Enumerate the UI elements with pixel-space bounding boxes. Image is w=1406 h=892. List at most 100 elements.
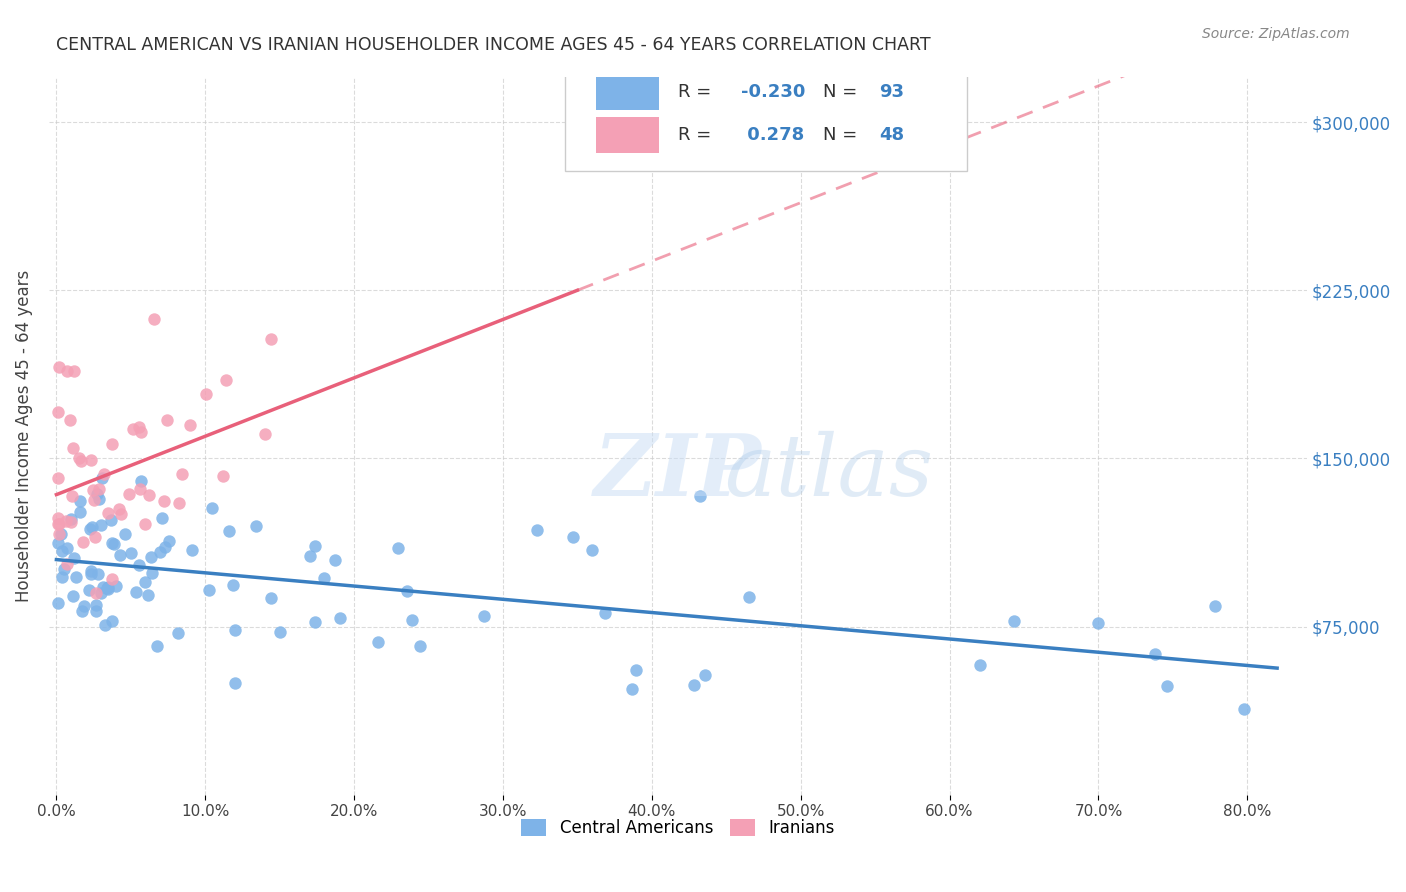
Text: CENTRAL AMERICAN VS IRANIAN HOUSEHOLDER INCOME AGES 45 - 64 YEARS CORRELATION CH: CENTRAL AMERICAN VS IRANIAN HOUSEHOLDER … <box>56 36 931 54</box>
Text: ZIP: ZIP <box>593 430 762 514</box>
Point <box>100 535 122 549</box>
Point <box>253 426 276 441</box>
Point <box>581 543 603 558</box>
Point <box>198 583 221 598</box>
Point <box>80 453 103 467</box>
Point <box>128 482 150 496</box>
Point <box>155 541 177 555</box>
Point <box>156 413 179 427</box>
Point <box>51 570 73 584</box>
Point <box>129 425 152 439</box>
Point <box>62 441 84 455</box>
Point <box>77 582 100 597</box>
Point <box>128 558 150 573</box>
Point <box>93 580 115 594</box>
Point <box>260 332 283 346</box>
Point <box>1156 679 1178 693</box>
Point <box>215 373 238 387</box>
FancyBboxPatch shape <box>596 74 659 110</box>
Point <box>51 543 73 558</box>
Point <box>180 543 202 558</box>
Point <box>100 614 122 628</box>
Point <box>120 546 142 560</box>
Point <box>56 541 79 555</box>
Point <box>153 493 176 508</box>
Point <box>167 495 190 509</box>
Point <box>689 489 711 503</box>
FancyBboxPatch shape <box>596 117 659 153</box>
Point <box>134 516 156 531</box>
Point <box>401 613 423 627</box>
Point <box>149 544 172 558</box>
Point <box>212 469 235 483</box>
Point <box>179 418 201 433</box>
Text: 93: 93 <box>879 83 904 101</box>
Text: N =: N = <box>823 126 863 144</box>
Point <box>97 582 120 596</box>
Point <box>69 505 91 519</box>
Text: -0.230: -0.230 <box>741 83 806 101</box>
Point <box>245 518 267 533</box>
Point <box>80 567 103 582</box>
Point <box>46 511 69 525</box>
Point <box>82 483 104 497</box>
Point <box>46 405 69 419</box>
Point <box>52 562 75 576</box>
Point <box>152 511 174 525</box>
Point <box>146 639 169 653</box>
Point <box>561 530 583 544</box>
Y-axis label: Householder Income Ages 45 - 64 years: Householder Income Ages 45 - 64 years <box>15 270 32 602</box>
Point <box>118 487 141 501</box>
Point <box>96 507 118 521</box>
Point <box>51 527 73 541</box>
Text: N =: N = <box>823 83 863 101</box>
Point <box>138 588 160 602</box>
Text: R =: R = <box>678 83 717 101</box>
Point <box>48 516 70 531</box>
Point <box>201 500 224 515</box>
Point <box>72 534 94 549</box>
Point <box>304 539 326 553</box>
Point <box>69 493 91 508</box>
Point <box>83 529 105 543</box>
Point <box>269 625 291 640</box>
Point <box>134 574 156 589</box>
Point <box>93 618 115 632</box>
Point <box>87 566 110 581</box>
Point <box>395 583 418 598</box>
Point <box>108 548 131 562</box>
Point <box>104 578 127 592</box>
Point <box>143 311 166 326</box>
Point <box>67 450 90 465</box>
Point <box>62 364 84 378</box>
Text: 48: 48 <box>879 126 904 144</box>
Point <box>593 606 616 620</box>
Point <box>325 552 347 566</box>
Point <box>80 564 103 578</box>
Point <box>46 471 69 485</box>
Point <box>1204 599 1226 614</box>
Text: atlas: atlas <box>724 431 934 513</box>
Point <box>89 491 111 506</box>
Point <box>170 467 193 482</box>
Point <box>60 489 83 503</box>
Point <box>48 527 70 541</box>
Point <box>83 492 105 507</box>
Point <box>141 566 163 581</box>
Point <box>82 520 104 534</box>
Point <box>55 514 77 528</box>
Point <box>138 488 160 502</box>
Point <box>84 604 107 618</box>
Point <box>139 550 162 565</box>
Point <box>96 581 118 595</box>
Point <box>65 570 87 584</box>
Point <box>224 623 246 637</box>
Point <box>79 521 101 535</box>
Point <box>103 537 125 551</box>
Point <box>695 667 717 681</box>
Point <box>97 580 120 594</box>
FancyBboxPatch shape <box>565 56 967 170</box>
Point <box>526 523 548 537</box>
Point <box>84 598 107 612</box>
Point <box>166 625 188 640</box>
